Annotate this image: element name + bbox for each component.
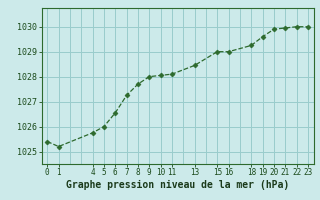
X-axis label: Graphe pression niveau de la mer (hPa): Graphe pression niveau de la mer (hPa) [66,180,289,190]
